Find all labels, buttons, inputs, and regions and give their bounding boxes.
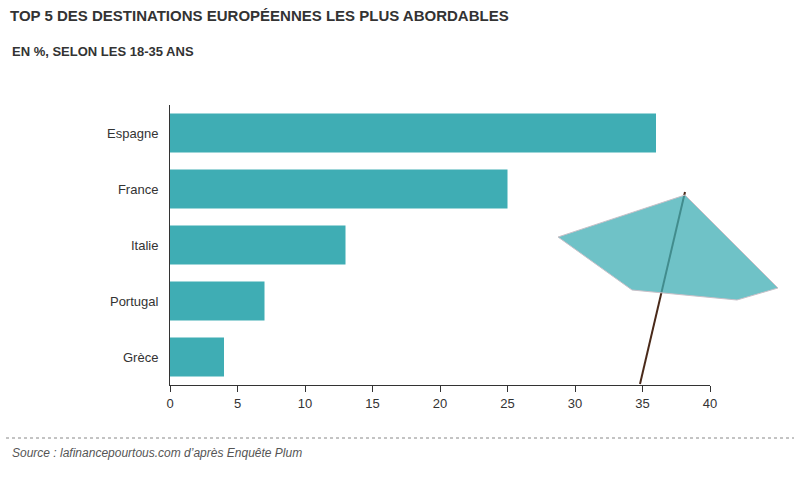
- svg-text:20: 20: [433, 396, 447, 411]
- svg-text:30: 30: [568, 396, 582, 411]
- svg-text:5: 5: [234, 396, 241, 411]
- svg-text:10: 10: [298, 396, 312, 411]
- svg-text:Grèce: Grèce: [123, 350, 158, 365]
- svg-text:EN %, SELON LES 18-35 ANS: EN %, SELON LES 18-35 ANS: [12, 44, 194, 59]
- svg-text:Portugal: Portugal: [110, 294, 159, 309]
- svg-text:TOP 5 DES DESTINATIONS EUROPÉE: TOP 5 DES DESTINATIONS EUROPÉENNES LES P…: [10, 7, 509, 24]
- svg-text:35: 35: [635, 396, 649, 411]
- svg-text:0: 0: [166, 396, 173, 411]
- svg-text:Source : lafinancepourtous.com: Source : lafinancepourtous.com d’après E…: [12, 446, 302, 460]
- svg-text:40: 40: [703, 396, 717, 411]
- svg-text:25: 25: [500, 396, 514, 411]
- svg-text:Espagne: Espagne: [107, 126, 158, 141]
- svg-text:France: France: [118, 182, 158, 197]
- svg-text:15: 15: [365, 396, 379, 411]
- svg-text:Italie: Italie: [131, 238, 158, 253]
